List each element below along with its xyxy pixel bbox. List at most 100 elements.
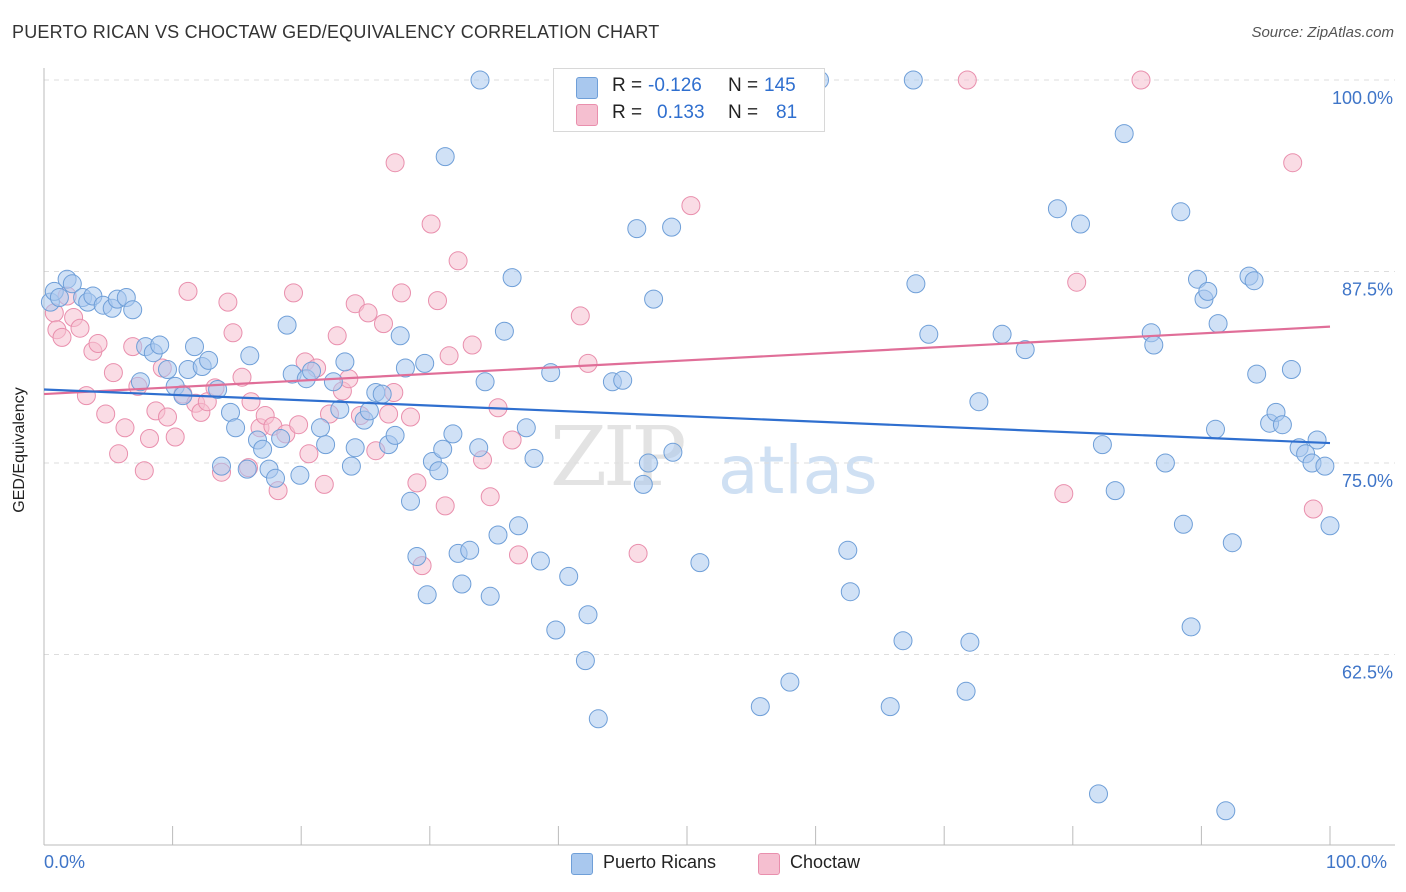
choctaw-point [345,294,365,314]
puerto-rican-point [1281,360,1301,379]
puerto-rican-point [633,474,653,494]
puerto-rican-point [407,547,427,566]
legend-swatch-pink [576,104,598,126]
puerto-rican-point [1047,199,1067,219]
puerto-rican-point [1015,340,1035,360]
choctaw-point [284,283,303,303]
choctaw-point [509,545,528,565]
puerto-rican-point [1171,202,1191,222]
puerto-rican-point [919,324,939,344]
trend-lines [43,325,1331,445]
puerto-rican-point [401,491,420,511]
bottom-legend-swatch-pink [758,853,780,875]
bottom-legend-label: Choctaw [790,852,861,872]
puerto-rican-point [417,585,437,605]
choctaw-point [628,543,648,563]
choctaw-point [502,430,522,450]
choctaw-point [134,461,154,481]
puerto-rican-point [1181,617,1201,637]
puerto-rican-point [429,461,449,481]
choctaw-point [379,404,399,424]
choctaw-point [578,353,598,373]
choctaw-point [115,418,135,438]
choctaw-point [435,496,455,516]
choctaw-point [241,392,261,412]
choctaw-point [103,363,123,383]
puerto-rican-point [960,632,980,652]
puerto-rican-point [840,582,860,602]
puerto-rican-point [750,697,770,717]
puerto-rican-point [185,337,204,357]
puerto-rican-point [1315,456,1335,476]
puerto-rican-point [546,620,566,640]
puerto-rican-point [302,361,321,381]
choctaw-trend-line [43,325,1331,396]
choctaw-point [289,415,309,435]
puerto-rican-point [49,288,69,307]
choctaw-point [428,291,447,311]
legend-swatch-blue [576,77,598,99]
source-label: Source: ZipAtlas.com [1251,24,1394,41]
choctaw-point [76,386,96,406]
gridlines [44,79,1395,655]
puerto-rican-point [345,438,365,458]
y-tick-labels: 100.0% 87.5% 75.0% 62.5% [1332,88,1393,683]
choctaw-point [1283,153,1303,173]
puerto-rican-point [1307,430,1327,450]
legend-r-value: -0.126 [648,75,702,96]
choctaw-point [570,306,590,326]
choctaw-point [1131,70,1151,90]
puerto-rican-point [906,274,926,294]
choctaw-point [52,327,72,347]
puerto-rican-point [903,70,923,90]
puerto-rican-point [1222,533,1242,553]
puerto-rican-point [415,353,435,373]
puerto-rican-point [199,350,219,370]
puerto-rican-point [385,425,405,445]
puerto-rican-point [330,399,350,419]
puerto-rican-point [470,70,490,90]
choctaw-point [1067,272,1087,292]
puerto-rican-point [559,566,579,586]
legend-n-value: 81 [776,102,798,123]
puerto-rican-point [253,439,273,459]
puerto-rican-point [212,456,231,476]
puerto-rican-point [277,315,297,335]
puerto-rican-point [1188,269,1207,289]
puerto-rican-point [390,326,410,346]
choctaw-point [358,303,378,323]
puerto-rican-point [271,429,291,448]
puerto-rican-point [469,438,489,458]
puerto-rican-point [992,324,1012,344]
puerto-rican-point [475,372,495,392]
x-axis-min-label: 0.0% [44,852,86,872]
puerto-rican-point [1173,514,1193,534]
puerto-rican-point [690,553,710,573]
puerto-rican-point [638,453,658,473]
legend-r-label: R = [612,102,643,123]
puerto-rican-point [578,605,598,625]
puerto-rican-point [1092,435,1112,455]
puerto-rican-point [316,435,336,455]
puerto-rican-point [237,459,257,479]
y-tick-label: 100.0% [1332,88,1393,108]
puerto-rican-point [1272,415,1292,435]
puerto-rican-point [290,465,310,485]
chart-title: PUERTO RICAN VS CHOCTAW GED/EQUIVALENCY … [12,22,660,42]
puerto-rican-point [893,631,913,651]
puerto-rican-point [956,681,976,701]
puerto-rican-point [1089,784,1108,804]
puerto-rican-point [452,574,472,594]
choctaw-point [314,474,334,494]
puerto-rican-points [40,70,1340,821]
puerto-rican-point [509,516,528,536]
puerto-rican-point [488,525,508,545]
choctaw-point [1303,499,1323,519]
legend-n-value: 145 [764,75,796,96]
legend-r-value: 0.133 [657,102,705,123]
puerto-rican-point [311,418,330,438]
puerto-rican-point [1071,214,1090,234]
puerto-rican-point [613,370,633,390]
legend-r-label: R = [612,75,643,96]
